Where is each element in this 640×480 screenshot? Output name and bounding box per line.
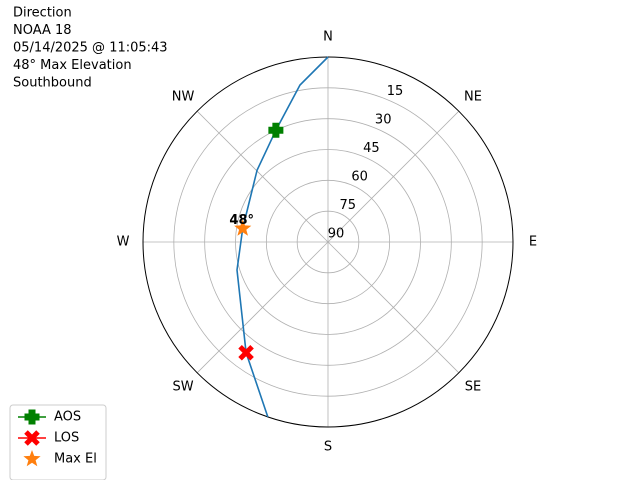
theta-tick-label: SW: [172, 379, 193, 394]
title-line: 05/14/2025 @ 11:05:43: [13, 41, 168, 56]
theta-tick-label: NW: [172, 90, 195, 105]
grid-spoke: [327, 110, 460, 243]
r-tick-label: 75: [340, 198, 357, 213]
title-line: 48° Max Elevation: [13, 58, 132, 73]
r-tick-label: 15: [387, 84, 404, 99]
legend-label: AOS: [54, 410, 81, 425]
theta-tick-label: S: [324, 440, 332, 455]
theta-tick-label: NE: [464, 90, 482, 105]
r-tick-label: 90: [328, 227, 345, 242]
title-line: NOAA 18: [13, 23, 72, 38]
track-line: [236, 56, 329, 418]
r-tick-label: 30: [375, 113, 392, 128]
title-line: Southbound: [13, 76, 92, 91]
legend-marker: [23, 450, 41, 467]
annotation: 48°: [229, 213, 254, 228]
r-tick-label: 60: [351, 170, 368, 185]
r-tick-label: 45: [363, 141, 380, 156]
grid-spoke: [196, 110, 329, 243]
legend-marker: [24, 430, 40, 446]
legend-label: LOS: [54, 431, 79, 446]
theta-tick-label: SE: [465, 379, 481, 394]
grid-spoke: [196, 241, 329, 374]
theta-tick-label: W: [117, 235, 130, 250]
legend-label: Max El: [54, 452, 97, 467]
title-line: Direction: [13, 6, 72, 21]
marker-star: [234, 219, 252, 236]
marker-plus: [268, 122, 284, 138]
grid-spoke: [327, 241, 460, 374]
marker-x: [238, 344, 254, 361]
theta-tick-label: N: [323, 30, 333, 45]
theta-tick-label: E: [529, 235, 537, 250]
legend-marker: [24, 409, 40, 425]
